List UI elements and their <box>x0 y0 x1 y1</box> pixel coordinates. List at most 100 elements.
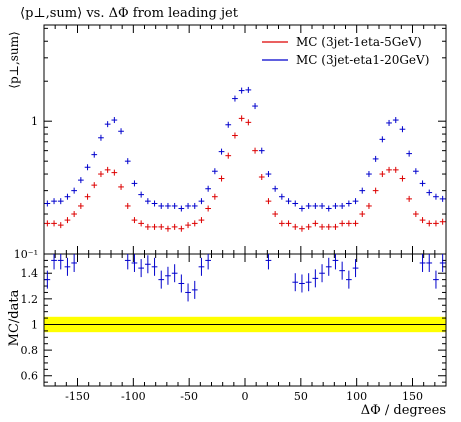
data-point-blue <box>265 171 272 178</box>
data-point-red <box>392 166 399 173</box>
data-point-blue <box>292 200 299 207</box>
ratio-point-blue <box>352 259 359 278</box>
data-point-blue <box>319 202 325 209</box>
data-point-red <box>399 175 406 182</box>
ratio-point-blue <box>305 273 312 292</box>
data-point-blue <box>78 177 84 184</box>
data-point-blue <box>386 119 392 126</box>
data-point-red <box>325 223 332 230</box>
data-point-red <box>305 223 312 230</box>
data-point-blue <box>346 200 352 207</box>
data-point-red <box>118 183 124 190</box>
data-point-red <box>265 198 272 205</box>
data-point-blue <box>272 185 278 192</box>
chart-title: ⟨p⊥,sum⟩ vs. ΔΦ from leading jet <box>20 6 239 21</box>
data-point-red <box>339 220 345 227</box>
data-point-blue <box>178 205 185 212</box>
data-point-red <box>111 169 118 176</box>
data-point-blue <box>71 187 77 194</box>
x-tick-label: -150 <box>65 390 90 403</box>
data-point-blue <box>111 117 118 124</box>
x-tick-label: 50 <box>294 390 308 403</box>
ratio-point-blue <box>205 254 211 270</box>
data-point-red <box>426 220 433 227</box>
ratio-point-blue <box>178 274 185 293</box>
data-point-blue <box>205 185 211 192</box>
data-point-blue <box>98 134 104 141</box>
ratio-point-blue <box>124 254 131 270</box>
data-point-red <box>359 211 366 218</box>
data-point-blue <box>426 189 433 196</box>
ratio-point-blue <box>138 259 144 278</box>
data-point-red <box>346 220 352 227</box>
data-point-red <box>252 147 258 154</box>
ratio-point-blue <box>145 255 151 274</box>
data-point-blue <box>212 168 218 175</box>
data-point-red <box>171 223 178 230</box>
data-point-red <box>198 217 205 224</box>
data-point-red <box>406 195 412 202</box>
x-tick-label: 100 <box>346 390 367 403</box>
data-point-blue <box>84 164 91 171</box>
x-tick-label: 0 <box>242 390 249 403</box>
ratio-point-blue <box>292 273 299 292</box>
data-point-red <box>205 205 211 212</box>
data-point-red <box>191 220 198 227</box>
data-point-red <box>232 132 238 139</box>
x-tick-label: -50 <box>180 390 198 403</box>
ratio-point-blue <box>346 270 352 289</box>
data-point-red <box>352 220 359 227</box>
data-point-blue <box>299 205 305 212</box>
ratio-point-blue <box>57 254 64 270</box>
data-point-blue <box>64 193 71 200</box>
data-point-red <box>312 220 319 227</box>
legend-label-red: MC (3jet-1eta-5GeV) <box>296 35 422 49</box>
data-point-red <box>178 225 185 232</box>
data-point-blue <box>118 128 124 135</box>
data-point-blue <box>171 202 178 209</box>
x-axis-label: ΔΦ / degrees <box>361 403 446 418</box>
ratio-point-blue <box>325 257 332 276</box>
data-point-red <box>386 166 392 173</box>
data-point-blue <box>413 168 419 175</box>
data-point-blue <box>138 191 144 198</box>
x-tick-label: -100 <box>121 390 146 403</box>
data-point-blue <box>312 202 319 209</box>
data-point-red <box>165 225 171 232</box>
data-point-blue <box>91 151 98 158</box>
ratio-point-blue <box>426 254 433 272</box>
data-point-red <box>285 220 292 227</box>
data-point-blue <box>258 147 265 154</box>
data-point-blue <box>392 117 399 124</box>
ratio-point-blue <box>131 254 138 272</box>
data-point-red <box>319 223 325 230</box>
data-point-blue <box>366 171 372 178</box>
data-point-red <box>379 171 386 178</box>
legend-label-blue: MC (3jet-eta1-20GeV) <box>296 53 429 67</box>
data-point-blue <box>44 200 51 207</box>
ratio-point-blue <box>299 274 305 293</box>
data-point-blue <box>145 198 151 205</box>
data-point-red <box>185 222 191 229</box>
data-point-blue <box>279 193 285 200</box>
data-point-blue <box>158 202 165 209</box>
data-point-blue <box>359 187 366 194</box>
data-point-red <box>158 223 165 230</box>
data-point-red <box>225 152 232 159</box>
ratio-point-blue <box>339 261 345 280</box>
data-point-red <box>104 166 111 173</box>
data-point-blue <box>332 202 339 209</box>
data-point-red <box>272 211 278 218</box>
data-point-blue <box>238 87 245 94</box>
data-point-blue <box>325 205 332 212</box>
data-point-red <box>245 119 252 126</box>
x-tick-label: 150 <box>402 390 423 403</box>
data-point-red <box>124 202 131 209</box>
y-axis-label-ratio: MC/data <box>7 289 22 346</box>
data-point-red <box>51 220 57 227</box>
data-point-blue <box>379 136 386 143</box>
data-point-red <box>238 115 245 122</box>
data-point-blue <box>285 198 292 205</box>
data-point-blue <box>372 155 379 162</box>
data-point-blue <box>352 198 359 205</box>
